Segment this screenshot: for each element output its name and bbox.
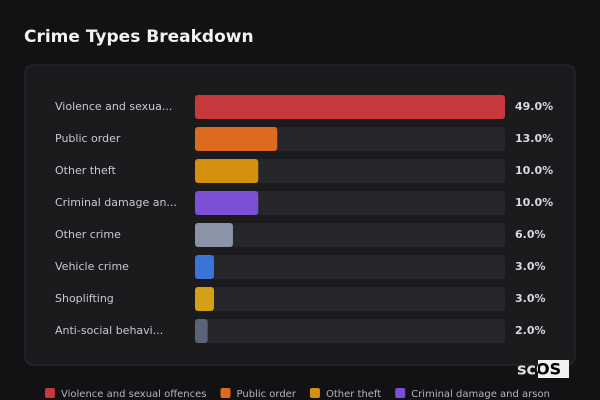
bar	[195, 287, 214, 311]
value-label: 10.0%	[515, 196, 553, 209]
bar-track	[195, 223, 505, 247]
category-label: Anti-social behavi...	[55, 324, 163, 337]
category-label: Violence and sexua...	[55, 100, 172, 113]
bar	[195, 159, 259, 183]
chart-title: Crime Types Breakdown	[24, 27, 254, 47]
bar	[195, 191, 259, 215]
category-label: Shoplifting	[55, 292, 114, 305]
category-label: Criminal damage an...	[55, 196, 177, 209]
category-label: Vehicle crime	[55, 260, 129, 273]
legend-label: Other theft	[326, 389, 381, 400]
bar	[195, 319, 208, 343]
value-label: 3.0%	[515, 260, 546, 273]
legend-swatch	[45, 388, 55, 398]
bar-track	[195, 287, 505, 311]
value-label: 3.0%	[515, 292, 546, 305]
legend-swatch	[220, 388, 231, 398]
bar	[195, 95, 505, 119]
watermark: scOS	[517, 360, 561, 379]
category-label: Other theft	[55, 164, 116, 177]
bar	[195, 255, 214, 279]
bar	[195, 223, 233, 247]
value-label: 49.0%	[515, 100, 553, 113]
bar-track	[195, 255, 505, 279]
bar	[195, 127, 278, 151]
legend-swatch	[309, 388, 320, 398]
value-label: 2.0%	[515, 324, 546, 337]
legend-label: Public order	[237, 389, 297, 400]
value-label: 6.0%	[515, 228, 546, 241]
bar-track	[195, 319, 505, 343]
legend-label: Violence and sexual offences	[61, 389, 207, 400]
legend-swatch	[395, 388, 406, 398]
category-label: Other crime	[55, 228, 121, 241]
bar-track	[195, 159, 505, 183]
category-label: Public order	[55, 132, 121, 145]
watermark-box	[538, 360, 569, 378]
legend-label: Criminal damage and arson	[411, 389, 550, 400]
bar-track	[195, 191, 505, 215]
value-label: 10.0%	[515, 164, 553, 177]
value-label: 13.0%	[515, 132, 553, 145]
